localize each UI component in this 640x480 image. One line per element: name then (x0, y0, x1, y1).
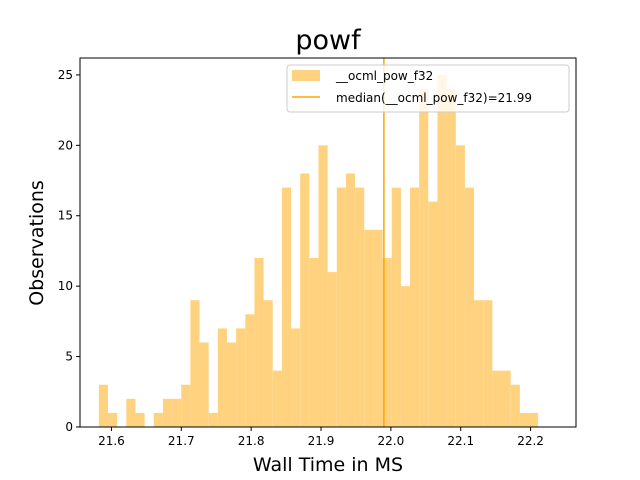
histogram-bar (300, 173, 310, 427)
x-tick-label: 21.6 (98, 434, 125, 448)
histogram-bar (199, 342, 209, 427)
histogram-bar (263, 300, 273, 427)
histogram-bar (474, 300, 484, 427)
histogram-bar (108, 412, 118, 427)
x-axis-ticks: 21.6 21.7 21.8 21.9 22.0 22.1 22.2 (98, 427, 544, 448)
x-axis-title: Wall Time in MS (253, 454, 403, 476)
chart-title: powf (295, 25, 362, 56)
legend: __ocml_pow_f32 median(__ocml_pow_f32)=21… (286, 64, 570, 113)
legend-label-median: median(__ocml_pow_f32)=21.99 (336, 91, 532, 105)
histogram-bar (382, 257, 392, 427)
histogram-bar (245, 314, 255, 427)
histogram-bar (217, 328, 227, 427)
plot-area (79, 57, 577, 428)
y-axis-ticks: 0 5 10 15 20 25 (58, 68, 80, 434)
y-tick-label: 0 (65, 420, 73, 434)
histogram-bar (410, 187, 420, 427)
histogram-bar (135, 412, 145, 427)
histogram-bar (437, 74, 447, 428)
histogram-bar (327, 272, 337, 427)
legend-label-histogram: __ocml_pow_f32 (335, 69, 433, 83)
y-tick-label: 15 (58, 209, 73, 223)
histogram-bar (190, 300, 200, 427)
histogram-bar (345, 173, 356, 427)
histogram-bar (208, 412, 218, 427)
legend-box (286, 64, 570, 113)
histogram-bar (272, 370, 282, 427)
histogram-bar (528, 412, 539, 427)
histogram-bar (364, 229, 374, 427)
histogram-bar (428, 201, 438, 427)
histogram-bar (373, 229, 383, 427)
histogram-bar (492, 370, 502, 427)
histogram-bar (355, 187, 365, 427)
legend-histogram-swatch (292, 70, 320, 81)
histogram-bar (464, 187, 475, 427)
x-tick-label: 22.0 (378, 434, 405, 448)
histogram-bar (400, 286, 411, 427)
x-tick-label: 21.8 (238, 434, 265, 448)
histogram-bar (162, 398, 173, 427)
histogram-bar (391, 187, 401, 427)
histogram-bar (419, 88, 429, 427)
histogram-bar (446, 88, 456, 427)
x-tick-label: 21.7 (168, 434, 195, 448)
y-tick-label: 25 (58, 68, 73, 82)
histogram-bar (254, 257, 264, 427)
histogram-bar (291, 328, 301, 427)
y-tick-label: 5 (65, 350, 73, 364)
histogram-bar (126, 398, 136, 427)
histogram-bar (236, 328, 246, 427)
y-tick-label: 20 (58, 138, 73, 152)
histogram-bar (309, 257, 319, 427)
x-tick-label: 21.9 (308, 434, 335, 448)
histogram-bar (501, 370, 511, 427)
x-tick-label: 22.2 (517, 434, 544, 448)
histogram-bar (336, 187, 346, 427)
histogram-bar (226, 342, 237, 427)
histogram-bar (281, 187, 292, 427)
x-tick-label: 22.1 (447, 434, 474, 448)
histogram-bar (181, 384, 191, 427)
histogram-bar (153, 412, 163, 427)
plot-frame (79, 57, 577, 428)
histogram-bar (98, 384, 109, 427)
histogram-bar (510, 384, 520, 427)
histogram-bar (172, 398, 182, 427)
histogram-bar (318, 145, 328, 427)
y-tick-label: 10 (58, 279, 73, 293)
y-axis-title: Observations (26, 180, 48, 306)
histogram-bars (98, 74, 539, 428)
histogram-bar (519, 412, 529, 427)
histogram-bar (455, 145, 465, 427)
histogram-bar (483, 300, 493, 427)
